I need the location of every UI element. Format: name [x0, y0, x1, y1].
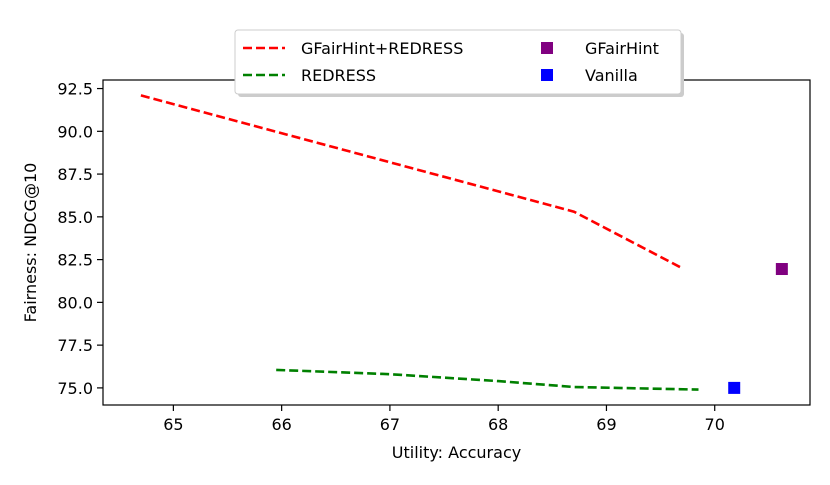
x-tick-label: 66 [271, 415, 291, 434]
x-tick-label: 67 [380, 415, 400, 434]
y-axis-label: Fairness: NDCG@10 [21, 163, 40, 323]
y-tick-label: 92.5 [57, 80, 93, 99]
legend: GFairHint+REDRESS REDRESS GFairHint Vanilla [234, 29, 684, 97]
legend-label-gfairhint: GFairHint [585, 39, 659, 58]
y-tick-label: 82.5 [57, 251, 93, 270]
x-tick-label: 69 [596, 415, 616, 434]
y-tick-label: 77.5 [57, 336, 93, 355]
x-tick-label: 68 [488, 415, 508, 434]
x-tick-label: 70 [705, 415, 725, 434]
x-axis-label: Utility: Accuracy [392, 443, 521, 462]
y-tick-label: 87.5 [57, 165, 93, 184]
legend-box [234, 29, 682, 95]
y-tick-label: 80.0 [57, 293, 93, 312]
legend-handle-vanilla [541, 69, 553, 81]
series-line-redress [276, 368, 699, 391]
axes-frame [102, 79, 811, 406]
tick-layer: 65 66 67 68 69 70 75.0 77.5 80.0 82.5 85.0 87.5 90.0… [57, 80, 725, 434]
y-tick-label: 75.0 [57, 379, 93, 398]
series-line-gfairhint-redress [140, 94, 683, 270]
marker-gfairhint [775, 263, 788, 276]
legend-handle-gfairhint [541, 42, 553, 54]
legend-label-gfairhint-redress: GFairHint+REDRESS [301, 39, 463, 58]
legend-label-redress: REDRESS [301, 66, 376, 85]
x-tick-label: 65 [163, 415, 183, 434]
marker-vanilla [728, 381, 741, 394]
legend-label-vanilla: Vanilla [585, 66, 638, 85]
y-tick-label: 85.0 [57, 208, 93, 227]
y-tick-label: 90.0 [57, 122, 93, 141]
series-layer [140, 94, 788, 394]
